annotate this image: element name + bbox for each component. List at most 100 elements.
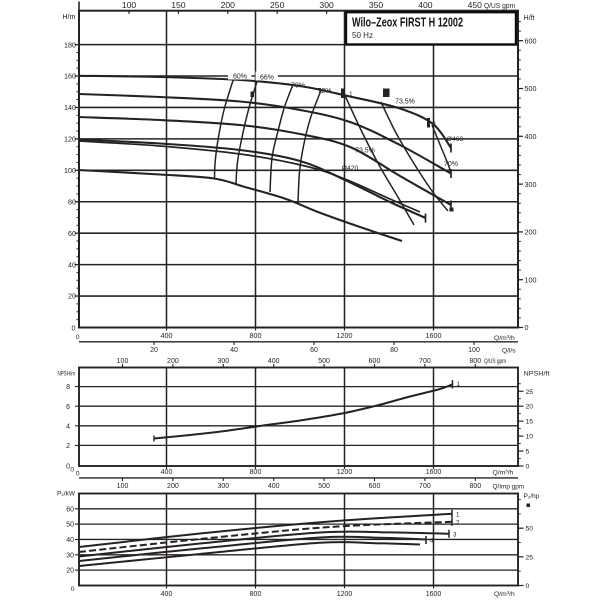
svg-text:50: 50 — [66, 522, 74, 529]
svg-text:400: 400 — [418, 0, 433, 10]
svg-text:700: 700 — [419, 358, 431, 365]
svg-text:0: 0 — [526, 464, 530, 471]
svg-text:25: 25 — [526, 389, 534, 396]
svg-text:H/m: H/m — [62, 12, 75, 21]
svg-text:15: 15 — [526, 419, 534, 426]
svg-text:100: 100 — [117, 358, 129, 365]
svg-text:60: 60 — [310, 347, 318, 354]
svg-text:1600: 1600 — [426, 331, 442, 340]
svg-text:100: 100 — [468, 347, 480, 354]
svg-text:73,5%: 73,5% — [355, 148, 375, 155]
svg-text:160: 160 — [64, 72, 76, 81]
svg-text:100: 100 — [122, 0, 137, 10]
svg-text:200: 200 — [167, 483, 179, 490]
svg-text:600: 600 — [525, 36, 537, 45]
svg-text:1: 1 — [457, 381, 461, 388]
svg-text:2: 2 — [66, 443, 70, 450]
svg-text:400: 400 — [161, 331, 173, 340]
svg-text:300: 300 — [525, 180, 537, 189]
svg-text:50 Hz: 50 Hz — [352, 31, 373, 40]
svg-text:1: 1 — [433, 121, 437, 128]
svg-text:300: 300 — [217, 483, 229, 490]
svg-text:0: 0 — [72, 324, 76, 333]
svg-text:180: 180 — [64, 40, 76, 49]
svg-text:25: 25 — [526, 554, 534, 561]
svg-text:4: 4 — [66, 423, 70, 430]
svg-text:NPSH/ft: NPSH/ft — [524, 370, 550, 377]
svg-text:Ø420: Ø420 — [342, 165, 359, 172]
svg-text:100: 100 — [117, 483, 129, 490]
svg-text:120: 120 — [64, 135, 76, 144]
svg-text:P₂/hp: P₂/hp — [524, 493, 540, 500]
svg-text:200: 200 — [167, 358, 179, 365]
svg-text:60: 60 — [68, 229, 76, 238]
svg-text:Q/US gpm: Q/US gpm — [484, 358, 506, 365]
svg-text:400: 400 — [161, 591, 173, 598]
svg-text:0: 0 — [70, 467, 74, 474]
svg-text:800: 800 — [250, 591, 262, 598]
svg-text:Q/US gpm: Q/US gpm — [484, 3, 515, 10]
svg-text:NPSH/m: NPSH/m — [58, 370, 76, 377]
svg-text:0: 0 — [76, 471, 80, 478]
svg-text:1: 1 — [349, 91, 353, 98]
svg-text:70%: 70% — [444, 161, 458, 168]
svg-text:40: 40 — [68, 260, 76, 269]
svg-text:100: 100 — [64, 166, 76, 175]
svg-text:73,5%: 73,5% — [395, 99, 415, 106]
svg-text:20: 20 — [526, 404, 534, 411]
svg-text:200: 200 — [525, 228, 537, 237]
svg-text:0: 0 — [71, 586, 75, 593]
svg-text:40: 40 — [230, 347, 238, 354]
svg-text:Wilo–Zeox FIRST H 12002: Wilo–Zeox FIRST H 12002 — [352, 15, 463, 30]
svg-text:72%: 72% — [317, 88, 331, 95]
svg-text:800: 800 — [250, 331, 262, 340]
svg-text:1600: 1600 — [426, 469, 442, 476]
svg-text:250: 250 — [270, 0, 285, 10]
svg-text:0: 0 — [525, 323, 529, 332]
svg-text:H/ft: H/ft — [524, 13, 535, 22]
svg-text:150: 150 — [171, 0, 186, 10]
svg-text:1: 1 — [456, 511, 460, 518]
svg-text:Q/m³/h: Q/m³/h — [493, 470, 514, 477]
svg-text:300: 300 — [217, 358, 229, 365]
svg-text:100: 100 — [525, 275, 537, 284]
svg-text:20: 20 — [66, 568, 74, 575]
svg-text:400: 400 — [161, 469, 173, 476]
svg-text:0: 0 — [66, 464, 70, 471]
svg-text:450: 450 — [468, 0, 483, 10]
svg-text:30: 30 — [66, 552, 74, 559]
svg-text:1200: 1200 — [337, 469, 353, 476]
svg-text:20: 20 — [150, 347, 158, 354]
svg-text:200: 200 — [221, 0, 236, 10]
svg-text:Ø463: Ø463 — [447, 136, 464, 143]
svg-text:600: 600 — [369, 358, 381, 365]
svg-text:1200: 1200 — [337, 591, 353, 598]
svg-text:800: 800 — [469, 483, 481, 490]
svg-text:1200: 1200 — [337, 331, 353, 340]
svg-text:400: 400 — [268, 483, 280, 490]
svg-text:5: 5 — [526, 449, 530, 456]
svg-text:80: 80 — [68, 197, 76, 206]
svg-text:2: 2 — [456, 519, 460, 526]
svg-text:P₂/kW: P₂/kW — [57, 491, 76, 498]
svg-text:8: 8 — [66, 384, 70, 391]
svg-text:800: 800 — [250, 469, 262, 476]
svg-text:500: 500 — [318, 483, 330, 490]
svg-text:80: 80 — [390, 347, 398, 354]
svg-text:0: 0 — [526, 583, 530, 590]
svg-text:400: 400 — [268, 358, 280, 365]
svg-text:50: 50 — [526, 526, 534, 533]
svg-text:10: 10 — [526, 434, 534, 441]
svg-text:Q/m³/h: Q/m³/h — [494, 591, 515, 598]
svg-text:500: 500 — [525, 84, 537, 93]
svg-text:1600: 1600 — [426, 591, 442, 598]
svg-text:500: 500 — [318, 358, 330, 365]
svg-text:Q/Imp gpm: Q/Imp gpm — [493, 484, 525, 491]
svg-text:350: 350 — [369, 0, 384, 10]
svg-text:4: 4 — [430, 538, 434, 545]
svg-text:700: 700 — [419, 483, 431, 490]
svg-text:70%: 70% — [291, 83, 305, 90]
svg-text:60: 60 — [66, 506, 74, 513]
svg-text:60%: 60% — [233, 73, 247, 80]
svg-text:66%: 66% — [260, 74, 274, 81]
